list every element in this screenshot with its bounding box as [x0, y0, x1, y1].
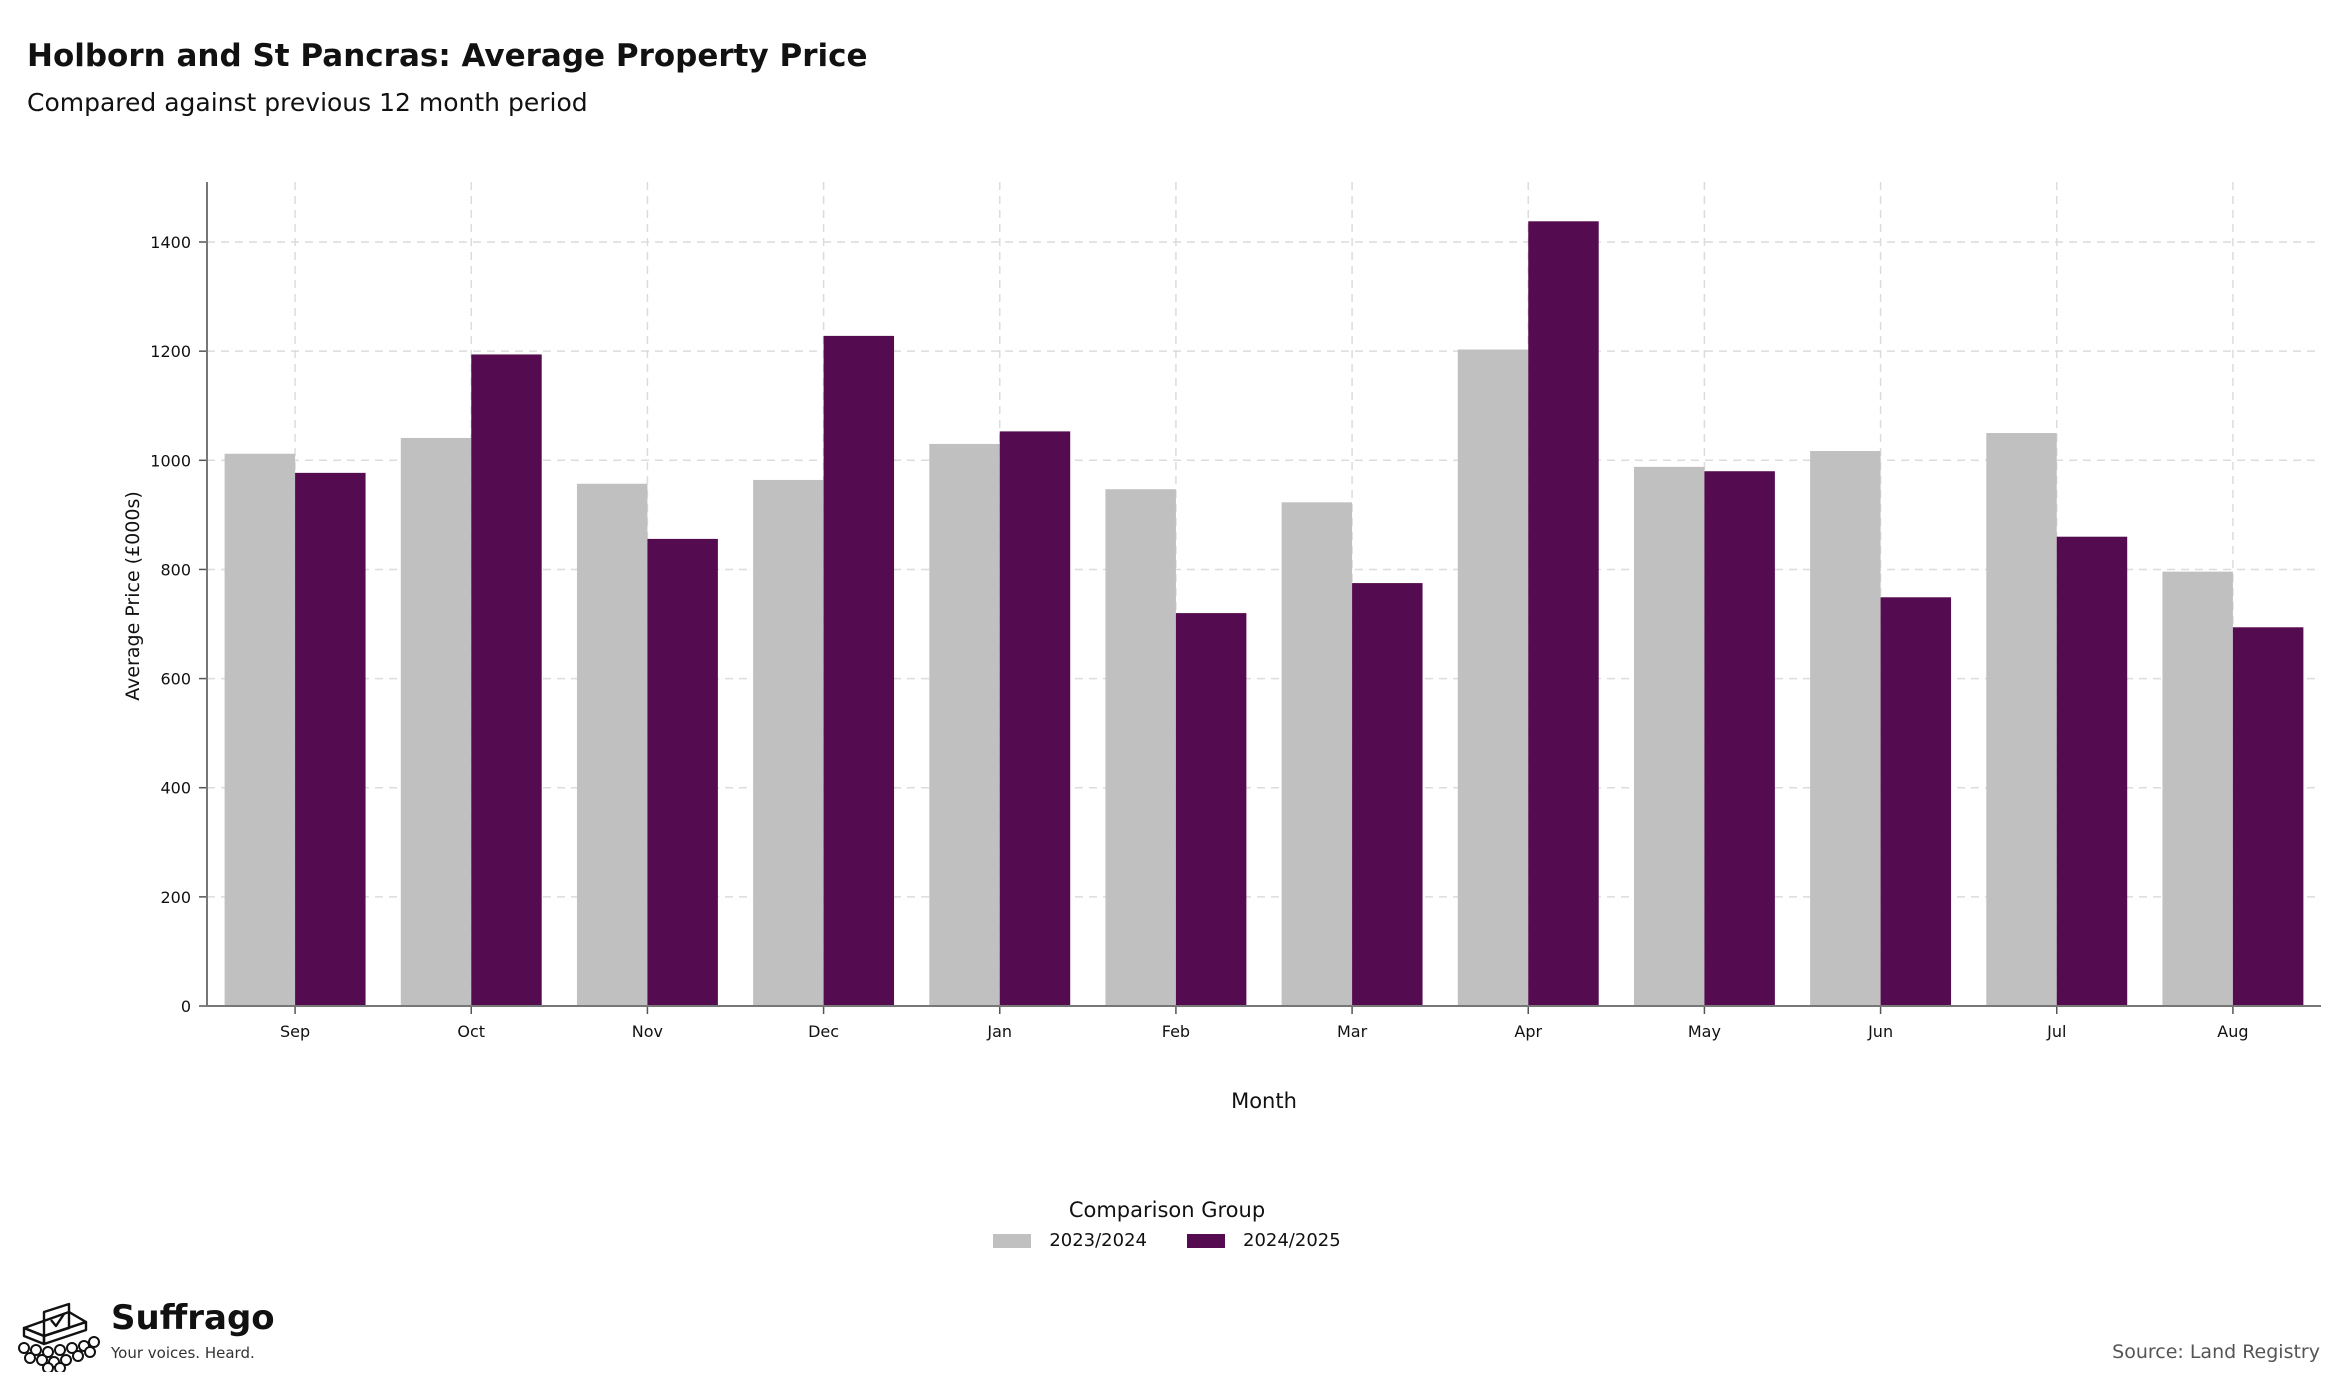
x-tick-label-jul: Jul [2046, 1022, 2066, 1041]
axes [199, 182, 2321, 1014]
x-axis-label: Month [1231, 1089, 1297, 1113]
x-tick-label-oct: Oct [457, 1022, 485, 1041]
bar-2023-2024-jul [1986, 433, 2057, 1006]
y-tick-label: 0 [181, 997, 191, 1016]
legend: Comparison Group 2023/2024 2024/2025 [0, 1198, 2334, 1252]
x-tick-label-jan: Jan [986, 1022, 1012, 1041]
bar-2024-2025-jan [999, 431, 1071, 1006]
x-tick-label-may: May [1688, 1022, 1721, 1041]
brand-tagline: Your voices. Heard. [111, 1344, 255, 1362]
y-tick-label: 200 [160, 888, 191, 907]
ballot-box-icon [18, 1302, 100, 1374]
chart-subtitle: Compared against previous 12 month perio… [27, 88, 588, 117]
bar-2024-2025-mar [1352, 583, 1423, 1006]
bar-2024-2025-nov [647, 538, 718, 1006]
y-tick-label: 1000 [150, 451, 191, 470]
bar-2023-2024-mar [1281, 502, 1353, 1006]
bar-2024-2025-oct [471, 354, 542, 1007]
legend-label-2024-2025: 2024/2025 [1243, 1230, 1341, 1251]
brand-name: Suffrago [111, 1298, 275, 1338]
bar-2024-2025-jun [1880, 597, 1952, 1006]
bar-2024-2025-may [1704, 471, 1775, 1007]
x-tick-label-apr: Apr [1514, 1022, 1542, 1041]
bar-2023-2024-sep [224, 453, 296, 1006]
tick-labels: 0 200 400 600 800 1000 1200 1400 Sep Oct Nov Dec Jan… [150, 233, 2248, 1041]
y-tick-label: 600 [160, 670, 191, 689]
legend-item-2023-2024: 2023/2024 [993, 1230, 1147, 1251]
legend-swatch-2024-2025 [1187, 1233, 1225, 1248]
bar-2024-2025-aug [2232, 627, 2304, 1006]
bar-2023-2024-jan [929, 443, 1000, 1006]
bar-2023-2024-dec [753, 479, 824, 1006]
x-tick-label-sep: Sep [280, 1022, 310, 1041]
bar-2023-2024-feb [1105, 489, 1176, 1006]
legend-label-2023-2024: 2023/2024 [1049, 1230, 1147, 1251]
y-tick-label: 400 [160, 779, 191, 798]
y-tick-label: 1400 [150, 233, 191, 252]
y-tick-label: 800 [160, 560, 191, 579]
bar-2023-2024-aug [2162, 571, 2233, 1006]
x-tick-label-dec: Dec [808, 1022, 839, 1041]
bar-2024-2025-dec [823, 335, 895, 1006]
bar-2024-2025-feb [1175, 613, 1247, 1006]
bar-2023-2024-jun [1810, 451, 1881, 1006]
x-tick-label-feb: Feb [1162, 1022, 1190, 1041]
x-tick-label-nov: Nov [632, 1022, 663, 1041]
source-note: Source: Land Registry [2112, 1341, 2320, 1363]
chart-title: Holborn and St Pancras: Average Property… [27, 38, 868, 74]
bar-2023-2024-oct [400, 437, 472, 1006]
bars [224, 221, 2304, 1007]
x-tick-label-jun: Jun [1867, 1022, 1893, 1041]
bar-2024-2025-sep [295, 472, 366, 1007]
y-tick-label: 1200 [150, 342, 191, 361]
y-axis-label: Average Price (£000s) [122, 491, 144, 701]
legend-swatch-2023-2024 [993, 1233, 1032, 1248]
x-tick-label-mar: Mar [1337, 1022, 1368, 1041]
legend-title: Comparison Group [1068, 1198, 1266, 1222]
bar-2023-2024-nov [576, 483, 648, 1006]
bar-2023-2024-may [1633, 466, 1705, 1006]
x-tick-label-aug: Aug [2217, 1022, 2248, 1041]
bar-2023-2024-apr [1457, 349, 1529, 1007]
brand-logo: Suffrago Your voices. Heard. [14, 1292, 275, 1376]
bar-2024-2025-apr [1528, 221, 1599, 1007]
legend-item-2024-2025: 2024/2025 [1187, 1230, 1341, 1251]
bar-2024-2025-jul [2056, 536, 2128, 1006]
